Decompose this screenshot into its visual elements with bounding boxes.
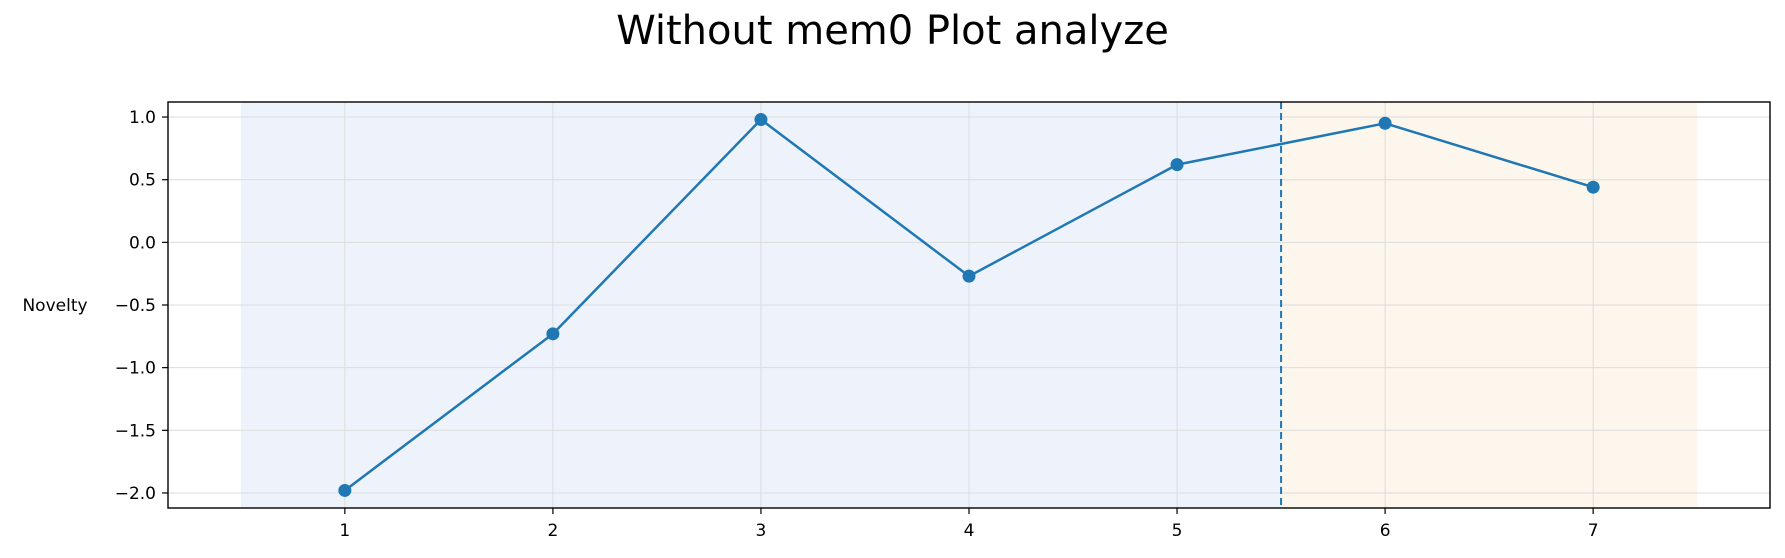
data-point [962, 269, 976, 283]
x-tick-label: 7 [1588, 521, 1599, 541]
y-tick-label: 0.0 [129, 233, 156, 253]
x-tick-label: 2 [547, 521, 558, 541]
y-tick-label: −2.0 [115, 484, 156, 504]
y-tick-label: 1.0 [129, 108, 156, 128]
data-point [1170, 158, 1184, 172]
y-axis: 1.0 0.5 0.0 −0.5 −1.0 −1.5 −2.0 [115, 108, 168, 504]
grid-lines [168, 102, 1770, 508]
data-point [754, 113, 768, 127]
chart-title: Without mem0 Plot analyze [616, 8, 1169, 54]
y-tick-label: −1.0 [115, 359, 156, 379]
y-tick-label: 0.5 [129, 171, 156, 191]
x-axis: 1 2 3 4 5 6 7 [339, 508, 1599, 541]
x-tick-label: 3 [756, 521, 767, 541]
x-tick-label: 4 [964, 521, 975, 541]
y-tick-label: −1.5 [115, 421, 156, 441]
data-point [338, 483, 352, 497]
y-axis-label: Novelty [22, 296, 87, 316]
y-tick-label: −0.5 [115, 296, 156, 316]
x-tick-label: 1 [339, 521, 350, 541]
x-tick-label: 6 [1380, 521, 1391, 541]
data-point [1378, 116, 1392, 130]
x-tick-label: 5 [1172, 521, 1183, 541]
data-point [546, 327, 560, 341]
data-point [1586, 180, 1600, 194]
series-group [338, 113, 1600, 497]
